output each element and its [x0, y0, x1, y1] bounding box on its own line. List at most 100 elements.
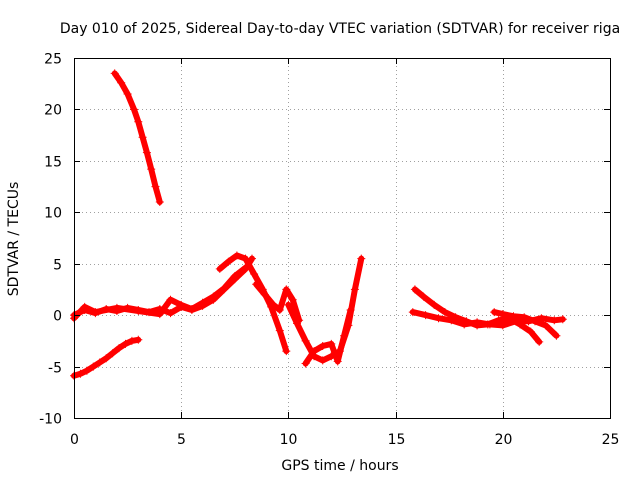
data-point [155, 198, 164, 206]
y-tick-label: 25 [44, 52, 62, 68]
data-point [134, 117, 143, 126]
data-point [318, 356, 327, 365]
data-point [301, 336, 310, 345]
data-point [520, 313, 529, 322]
data-point [220, 284, 229, 293]
y-tick-label: -10 [39, 412, 62, 428]
data-point [127, 336, 136, 345]
data-point [177, 300, 186, 309]
data-point [318, 342, 327, 350]
series-trace [71, 264, 249, 322]
series-track-dip-b [301, 306, 355, 368]
plot-frame [74, 58, 611, 419]
data-point [250, 270, 259, 278]
data-point [241, 254, 250, 263]
y-tick-label: 15 [44, 155, 62, 171]
data-point [552, 331, 561, 340]
data-point [76, 369, 85, 378]
data-point [115, 344, 123, 353]
data-point [333, 357, 342, 366]
data-point [260, 290, 269, 299]
x-tick-label: 25 [602, 432, 620, 448]
data-point [80, 302, 89, 311]
x-tick-labels: 0 5 10 15 20 25 [70, 432, 619, 448]
series-track-early-low [70, 335, 143, 380]
data-point [419, 292, 428, 301]
data-point [473, 318, 482, 327]
data-point [89, 362, 98, 371]
y-tick-label: 0 [53, 309, 62, 325]
data-point [558, 315, 567, 324]
data-point [310, 347, 319, 356]
data-point [91, 308, 100, 317]
chart-title: Day 010 of 2025, Sidereal Day-to-day VTE… [60, 21, 620, 37]
data-point [117, 78, 126, 87]
data-point [293, 319, 301, 328]
data-point [509, 312, 518, 321]
data-point [327, 339, 336, 348]
data-point [531, 317, 539, 326]
x-axis-label: GPS time / hours [281, 458, 398, 474]
data-point [430, 300, 439, 309]
data-point [209, 292, 218, 301]
data-point [108, 349, 117, 358]
data-point [155, 310, 164, 319]
x-tick-label: 0 [70, 432, 79, 448]
data-series [70, 69, 567, 380]
data-point [95, 358, 104, 367]
data-point [275, 306, 284, 314]
data-point [490, 308, 499, 317]
data-point [301, 359, 310, 368]
data-point [166, 295, 175, 304]
y-tick-label: 20 [44, 103, 62, 119]
data-point [340, 331, 349, 340]
data-point [142, 148, 151, 157]
data-point [110, 69, 119, 78]
data-point [134, 335, 143, 344]
series-trace [216, 252, 290, 355]
data-point [147, 165, 156, 174]
data-point [282, 347, 291, 356]
data-point [288, 295, 297, 304]
data-point [346, 306, 355, 314]
y-axis-label: SDTVAR / TECUs [6, 182, 22, 297]
data-point [421, 311, 430, 320]
data-point [350, 285, 359, 294]
data-point [198, 298, 207, 307]
data-point [134, 307, 143, 315]
data-point [434, 314, 443, 323]
series-track-midday-a [215, 251, 291, 356]
data-point [224, 257, 233, 266]
data-point [282, 285, 291, 294]
data-point [357, 254, 366, 263]
y-tick-label: -5 [48, 361, 62, 377]
data-point [498, 310, 507, 319]
data-point [410, 285, 419, 294]
data-point [130, 105, 138, 114]
data-point [112, 303, 121, 312]
data-point [187, 305, 196, 313]
data-point [82, 366, 91, 375]
series-trace [111, 70, 163, 205]
data-point [550, 316, 559, 325]
data-point [215, 264, 224, 273]
y-tick-labels: -10 -5 0 5 10 15 20 25 [39, 52, 62, 428]
data-point [526, 327, 535, 336]
data-point [123, 90, 132, 98]
data-point [460, 320, 469, 329]
data-point [269, 300, 278, 309]
series-track-early-high [110, 69, 164, 206]
x-tick-label: 10 [280, 432, 298, 448]
data-point [230, 272, 239, 281]
x-tick-label: 20 [495, 432, 513, 448]
series-track-baseline-b [70, 263, 250, 323]
data-point [151, 182, 160, 191]
y-tick-label: 10 [44, 206, 62, 222]
data-point [252, 280, 261, 289]
y-tick-label: 5 [53, 258, 62, 274]
data-point [121, 339, 130, 348]
data-point [166, 309, 175, 318]
grid-lines [74, 58, 610, 418]
series-track-midday-b [252, 280, 304, 325]
